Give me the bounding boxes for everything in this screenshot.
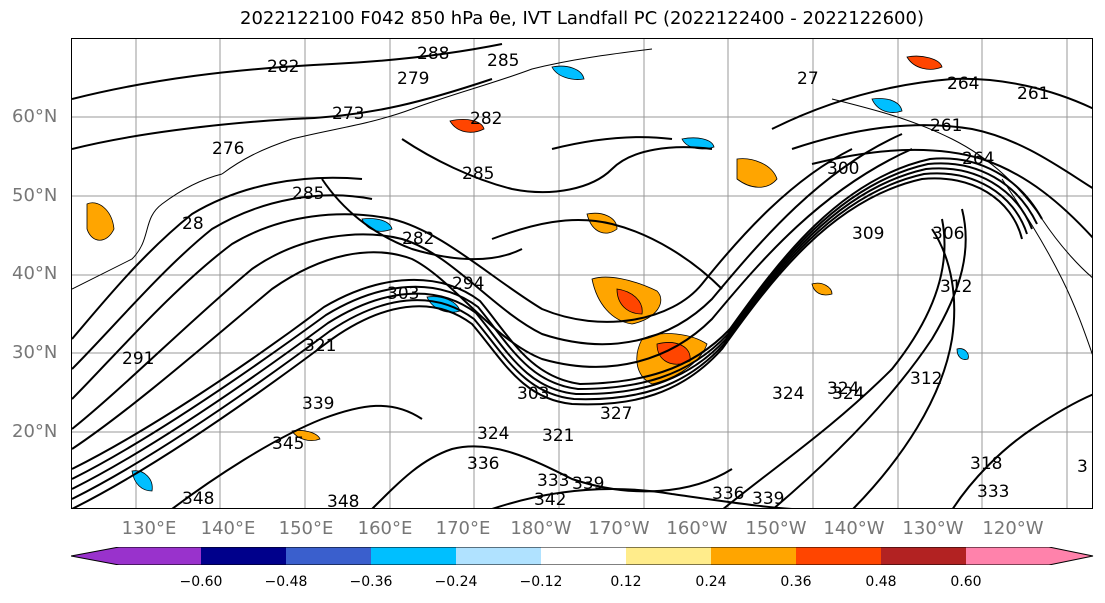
contour-label: 285 (462, 164, 494, 184)
contour-label: 312 (940, 277, 972, 297)
contour-label: 294 (452, 274, 484, 294)
lon-label-150e: 150°E (278, 518, 334, 539)
contour-label: 261 (1017, 84, 1049, 104)
lon-label-120w: 120°W (982, 518, 1044, 539)
map-title: 2022122100 F042 850 hPa θe, IVT Landfall… (240, 8, 924, 29)
contour-label: 324 (772, 384, 804, 404)
colorbar-bin (371, 547, 456, 565)
lon-label-180w: 180°W (510, 518, 572, 539)
colorbar-tick: −0.60 (179, 574, 223, 590)
contour-label: 282 (402, 229, 434, 249)
lon-label-160e: 160°E (357, 518, 413, 539)
contour-label: 303 (517, 384, 549, 404)
contour-label: 3 (1077, 457, 1088, 477)
contour-label: 333 (977, 482, 1009, 502)
colorbar-tick: −0.36 (349, 574, 393, 590)
contour-label: 312 (910, 369, 942, 389)
map-panel: 288 282 279 285 276 273 282 285 28 285 2… (71, 38, 1093, 509)
contour-label: 339 (752, 489, 784, 509)
contour-label: 306 (932, 224, 964, 244)
colorbar-bin (201, 547, 286, 565)
contour-label: 348 (327, 492, 359, 509)
contour-label: 339 (302, 394, 334, 414)
contour-label: 285 (487, 51, 519, 71)
contour-label: 27 (797, 69, 819, 89)
contour-label: 327 (600, 404, 632, 424)
coastlines (72, 48, 1092, 355)
contour-label: 348 (182, 489, 214, 509)
colorbar-bin (456, 547, 541, 565)
lat-label-30n: 30°N (12, 342, 58, 363)
lon-label-170e: 170°E (435, 518, 491, 539)
contour-label: 333 (537, 471, 569, 491)
colorbar-tick: 0.60 (950, 574, 982, 590)
theta-e-contours (72, 43, 1092, 508)
colorbar-tick: 0.36 (780, 574, 812, 590)
contour-label: 303 (387, 284, 419, 304)
contour-label: 324 (832, 384, 864, 404)
contour-label: 339 (572, 474, 604, 494)
colorbar-extend-min (71, 547, 201, 565)
colorbar-bin (541, 547, 626, 565)
colorbar (71, 547, 1094, 565)
lat-label-40n: 40°N (12, 263, 58, 284)
lat-label-60n: 60°N (12, 106, 58, 127)
contour-label: 264 (947, 74, 979, 94)
colorbar-tick: 0.48 (865, 574, 897, 590)
shading-layer (86, 55, 969, 492)
contour-label: 261 (930, 116, 962, 136)
lon-label-150w: 150°W (745, 518, 807, 539)
contour-label: 318 (970, 454, 1002, 474)
contour-label: 285 (292, 184, 324, 204)
lat-label-20n: 20°N (12, 421, 58, 442)
colorbar-bin (286, 547, 371, 565)
lon-label-130w: 130°W (902, 518, 964, 539)
colorbar-extend-max (966, 547, 1093, 565)
colorbar-bin (626, 547, 711, 565)
colorbar-bin (881, 547, 966, 565)
contour-label: 279 (397, 69, 429, 89)
lat-label-50n: 50°N (12, 185, 58, 206)
contour-label: 321 (304, 336, 336, 356)
contour-label: 273 (332, 104, 364, 124)
colorbar-tick: −0.12 (519, 574, 563, 590)
contour-label: 282 (267, 57, 299, 77)
contour-label: 345 (272, 434, 304, 454)
contour-label: 300 (827, 159, 859, 179)
contour-label: 324 (827, 379, 859, 399)
graticule (72, 39, 1092, 508)
colorbar-bin (796, 547, 881, 565)
contour-label: 321 (542, 426, 574, 446)
contour-label: 342 (534, 490, 566, 509)
lon-label-140e: 140°E (200, 518, 256, 539)
colorbar-tick: 0.12 (610, 574, 642, 590)
contour-map: 288 282 279 285 276 273 282 285 28 285 2… (72, 39, 1092, 509)
contour-label: 288 (417, 44, 449, 64)
colorbar-bin (711, 547, 796, 565)
lon-label-160w: 160°W (666, 518, 728, 539)
lon-label-130e: 130°E (121, 518, 177, 539)
colorbar-tick: −0.24 (434, 574, 478, 590)
lon-label-140w: 140°W (823, 518, 885, 539)
contour-label: 276 (212, 139, 244, 159)
contour-label: 282 (470, 109, 502, 129)
contour-label: 264 (962, 149, 994, 169)
colorbar-outline (71, 547, 1094, 565)
lon-label-170w: 170°W (588, 518, 650, 539)
contour-label: 324 (477, 424, 509, 444)
colorbar-tick: 0.24 (695, 574, 727, 590)
contour-label: 28 (182, 214, 204, 234)
contour-label: 291 (122, 349, 154, 369)
contour-label: 309 (852, 224, 884, 244)
colorbar-tick: −0.48 (264, 574, 308, 590)
contour-label: 336 (712, 484, 744, 504)
contour-label: 336 (467, 454, 499, 474)
